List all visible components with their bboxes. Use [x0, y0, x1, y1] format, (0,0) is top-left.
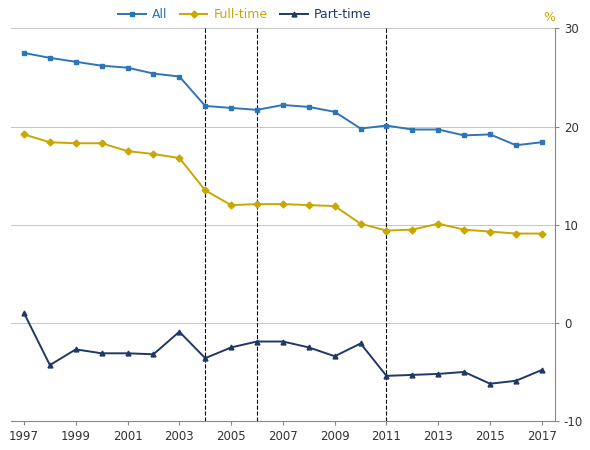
Part-time	[228, 345, 235, 350]
Line: Full-time: Full-time	[22, 132, 544, 236]
All	[357, 126, 364, 131]
Part-time	[383, 373, 390, 378]
Part-time	[280, 339, 287, 344]
Part-time	[72, 346, 79, 352]
Line: All: All	[22, 50, 544, 148]
Part-time	[150, 351, 157, 357]
Full-time	[512, 231, 519, 236]
Full-time	[150, 151, 157, 157]
All	[487, 132, 494, 137]
All	[47, 55, 54, 61]
Part-time	[357, 341, 364, 346]
All	[202, 103, 209, 108]
All	[409, 127, 416, 132]
Part-time	[487, 381, 494, 387]
Part-time	[409, 372, 416, 378]
Part-time	[331, 354, 338, 359]
Full-time	[305, 202, 312, 208]
All	[176, 74, 183, 79]
Full-time	[98, 140, 105, 146]
Full-time	[409, 227, 416, 232]
Part-time	[202, 356, 209, 361]
All	[254, 107, 261, 112]
All	[331, 109, 338, 115]
Full-time	[228, 202, 235, 208]
All	[435, 127, 442, 132]
Full-time	[176, 155, 183, 161]
Part-time	[435, 371, 442, 377]
Part-time	[98, 351, 105, 356]
All	[98, 63, 105, 68]
Part-time	[512, 378, 519, 383]
Full-time	[461, 227, 468, 232]
Part-time	[47, 362, 54, 368]
All	[383, 123, 390, 128]
Full-time	[254, 202, 261, 207]
Full-time	[331, 203, 338, 209]
All	[228, 105, 235, 111]
All	[72, 59, 79, 64]
Text: %: %	[543, 12, 555, 24]
Full-time	[435, 221, 442, 226]
Full-time	[383, 228, 390, 233]
All	[21, 50, 28, 56]
Full-time	[202, 188, 209, 193]
Full-time	[487, 229, 494, 234]
All	[538, 140, 545, 145]
All	[280, 102, 287, 108]
Full-time	[538, 231, 545, 236]
Part-time	[461, 369, 468, 375]
Part-time	[254, 339, 261, 344]
Part-time	[124, 351, 131, 356]
All	[512, 143, 519, 148]
Full-time	[357, 221, 364, 226]
Line: Part-time: Part-time	[22, 310, 544, 386]
Full-time	[124, 148, 131, 154]
Full-time	[72, 140, 79, 146]
Full-time	[21, 132, 28, 137]
Part-time	[176, 329, 183, 334]
Part-time	[305, 345, 312, 350]
Full-time	[280, 202, 287, 207]
Part-time	[21, 310, 28, 316]
All	[461, 133, 468, 138]
All	[305, 104, 312, 110]
All	[124, 65, 131, 70]
Legend: All, Full-time, Part-time: All, Full-time, Part-time	[113, 3, 376, 26]
All	[150, 71, 157, 76]
Part-time	[538, 367, 545, 373]
Full-time	[47, 140, 54, 145]
